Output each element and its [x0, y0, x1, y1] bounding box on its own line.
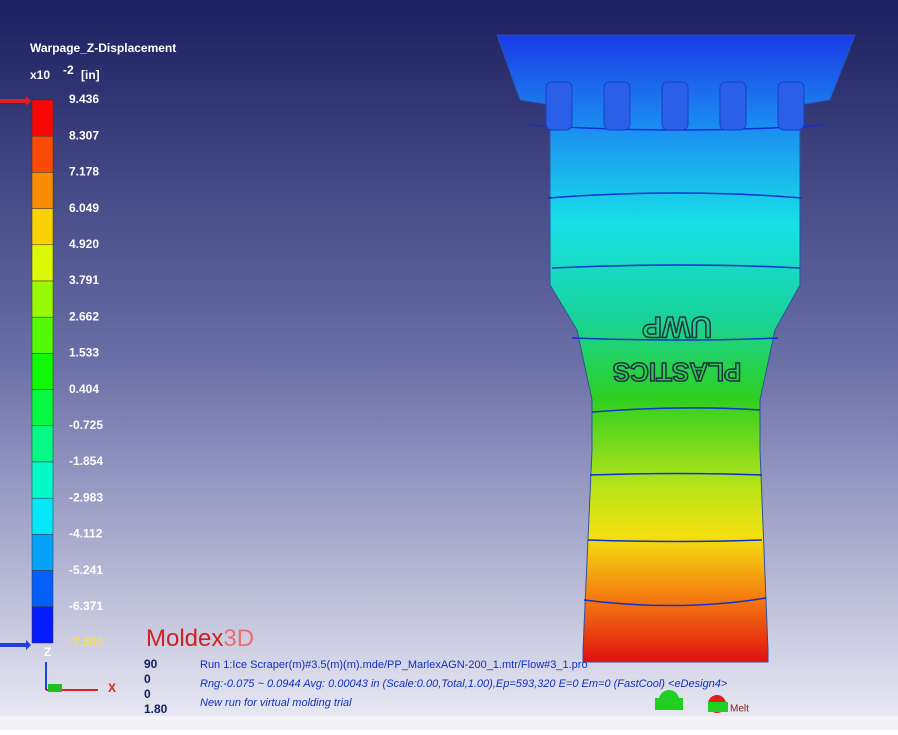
- legend-band: [31, 280, 54, 318]
- legend-band: [31, 425, 54, 463]
- dotted-strip: [0, 716, 898, 730]
- legend-band: [31, 497, 54, 535]
- logo: Moldex3D: [146, 625, 254, 652]
- view-value: 90: [144, 657, 158, 671]
- max-pointer: [0, 96, 31, 106]
- legend-band: [31, 389, 54, 427]
- legend-band: [31, 570, 54, 608]
- legend-label: 3.791: [69, 273, 99, 287]
- legend-band: [31, 461, 54, 499]
- legend-label: -5.241: [69, 563, 103, 577]
- logo-suffix: 3D: [223, 625, 254, 652]
- legend-band: [31, 172, 54, 209]
- legend-band: [31, 135, 54, 173]
- legend-label: 2.662: [69, 309, 99, 323]
- info-line: Run 1:Ice Scraper(m)#3.5(m)(m).mde/PP_Ma…: [200, 659, 588, 671]
- run-info: Run 1:Ice Scraper(m)#3.5(m)(m).mde/PP_Ma…: [200, 659, 728, 709]
- legend-label: -0.725: [69, 418, 103, 432]
- legend-label: 1.533: [69, 346, 99, 360]
- legend-unit-base: x10: [30, 68, 50, 82]
- melt-icon: [655, 690, 728, 713]
- legend-label: -4.112: [69, 527, 103, 541]
- legend-band: [31, 353, 54, 390]
- legend-label: -2.983: [69, 490, 103, 504]
- legend: 9.436 8.307 7.178 6.049 4.920 3.791 2.662 1.533…: [31, 92, 103, 649]
- legend-label: 8.307: [69, 128, 99, 142]
- legend-label: -1.854: [69, 454, 103, 468]
- view-value: 1.80: [144, 702, 168, 716]
- view-value: 0: [144, 687, 151, 701]
- legend-band: [31, 534, 54, 571]
- legend-label: -7.500: [69, 635, 103, 649]
- legend-unit: [in]: [81, 68, 100, 82]
- legend-unit-exp: -2: [63, 63, 74, 77]
- part-label: PLASTICS: [613, 357, 742, 387]
- part-label: UWP: [642, 310, 712, 343]
- legend-title: Warpage_Z-Displacement: [30, 41, 176, 55]
- info-line: New run for virtual molding trial: [200, 697, 352, 709]
- legend-label: 6.049: [69, 201, 99, 215]
- legend-label: 7.178: [69, 165, 99, 179]
- legend-label: 4.920: [69, 237, 99, 251]
- z-label: Z: [44, 645, 51, 659]
- legend-band: [31, 316, 54, 354]
- legend-label: 9.436: [69, 92, 99, 106]
- legend-label: -6.371: [69, 599, 103, 613]
- min-pointer: [0, 640, 31, 650]
- view-value: 0: [144, 672, 151, 686]
- x-label: X: [108, 681, 116, 695]
- legend-band: [31, 606, 54, 644]
- axis-origin: [48, 684, 62, 692]
- part-ribs: [545, 81, 805, 131]
- melt-label: Melt: [730, 704, 749, 715]
- legend-label: 0.404: [69, 382, 99, 396]
- legend-band: [31, 99, 54, 137]
- info-line: Rng:-0.075 ~ 0.0944 Avg: 0.00043 in (Sca…: [200, 678, 728, 690]
- legend-band: [31, 208, 54, 246]
- legend-band: [31, 244, 54, 282]
- logo-name: Moldex: [146, 625, 223, 652]
